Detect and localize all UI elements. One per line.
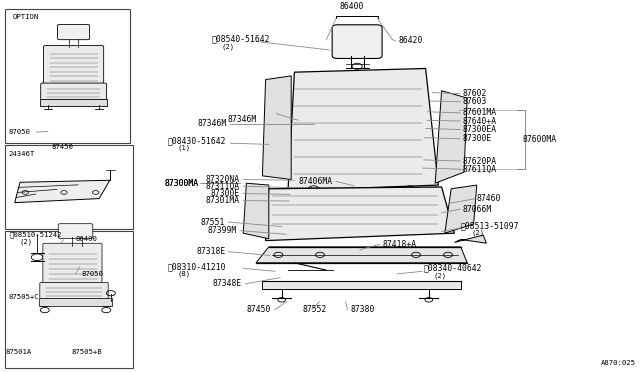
Text: (2): (2) [471,230,484,237]
Text: Ⓢ08510-51242: Ⓢ08510-51242 [10,231,62,238]
FancyBboxPatch shape [41,83,106,100]
Text: 87603: 87603 [462,97,486,106]
Text: OPTION: OPTION [13,14,39,20]
Text: 87505+B: 87505+B [72,349,102,355]
Text: 24346T: 24346T [8,151,35,157]
Polygon shape [266,187,454,241]
Text: 87300E: 87300E [211,189,240,198]
Polygon shape [262,76,291,180]
Text: 87301MA: 87301MA [206,196,240,205]
Text: 87348E: 87348E [212,279,242,288]
Text: (2): (2) [20,238,33,245]
Text: 86400: 86400 [76,237,97,243]
Polygon shape [454,235,486,243]
Polygon shape [288,68,438,190]
Text: 87380: 87380 [351,305,375,314]
Text: 87505+C: 87505+C [8,294,39,300]
Text: 87611QA: 87611QA [462,165,496,174]
Text: 87620PA: 87620PA [462,157,496,166]
Bar [5,231,133,368]
Text: 87600MA: 87600MA [523,135,557,144]
Text: 86420: 86420 [398,36,422,45]
Text: 87320NA: 87320NA [206,175,240,184]
FancyBboxPatch shape [58,25,90,40]
Text: 87346M: 87346M [227,115,257,124]
FancyBboxPatch shape [39,298,112,307]
Text: Ⓢ08540-51642: Ⓢ08540-51642 [211,34,269,44]
Text: (8): (8) [178,271,191,277]
Text: 87050: 87050 [82,271,104,277]
Text: 87406MA: 87406MA [299,177,333,186]
FancyBboxPatch shape [43,243,102,283]
Text: (1): (1) [178,145,191,151]
Polygon shape [243,183,269,239]
FancyBboxPatch shape [262,281,461,289]
Text: 87300E: 87300E [462,134,492,143]
Text: 87640+A: 87640+A [462,116,496,125]
Text: 87501A: 87501A [5,349,31,355]
Text: 87460: 87460 [477,194,501,203]
Text: Ⓢ08430-51642: Ⓢ08430-51642 [168,136,226,145]
Text: 87602: 87602 [462,89,486,98]
Text: 87450: 87450 [247,305,271,314]
FancyBboxPatch shape [44,46,104,84]
FancyBboxPatch shape [332,25,382,58]
Text: 87300EA: 87300EA [462,125,496,134]
Text: 87311QA: 87311QA [206,182,240,191]
Text: 87418+A: 87418+A [383,240,417,249]
Text: Ⓢ08340-40642: Ⓢ08340-40642 [424,264,482,273]
Text: 87066M: 87066M [462,205,492,214]
Text: 87551: 87551 [201,218,225,227]
Bar [5,9,130,142]
Text: Ⓢ08513-51097: Ⓢ08513-51097 [461,221,519,230]
FancyBboxPatch shape [40,99,108,106]
Text: 87300MA: 87300MA [164,179,198,188]
FancyBboxPatch shape [40,282,108,299]
Polygon shape [445,185,477,233]
Text: A870:025: A870:025 [600,360,636,366]
Text: Ⓢ08310-41210: Ⓢ08310-41210 [168,262,226,271]
Text: 87318E: 87318E [196,247,225,256]
Text: 87050: 87050 [8,129,30,135]
Polygon shape [256,247,467,263]
Text: 87450: 87450 [51,144,73,150]
Text: (2): (2) [434,273,447,279]
Polygon shape [435,91,467,183]
FancyBboxPatch shape [58,224,93,238]
Text: 87399M: 87399M [207,226,237,235]
Text: 87300MA: 87300MA [164,179,198,188]
Text: 86400: 86400 [340,2,364,11]
Text: 87601MA: 87601MA [462,108,496,118]
Text: 87346M: 87346M [198,119,227,128]
Text: (2): (2) [221,43,235,49]
Bar [5,145,133,230]
Polygon shape [15,180,110,203]
Text: 87552: 87552 [303,305,327,314]
